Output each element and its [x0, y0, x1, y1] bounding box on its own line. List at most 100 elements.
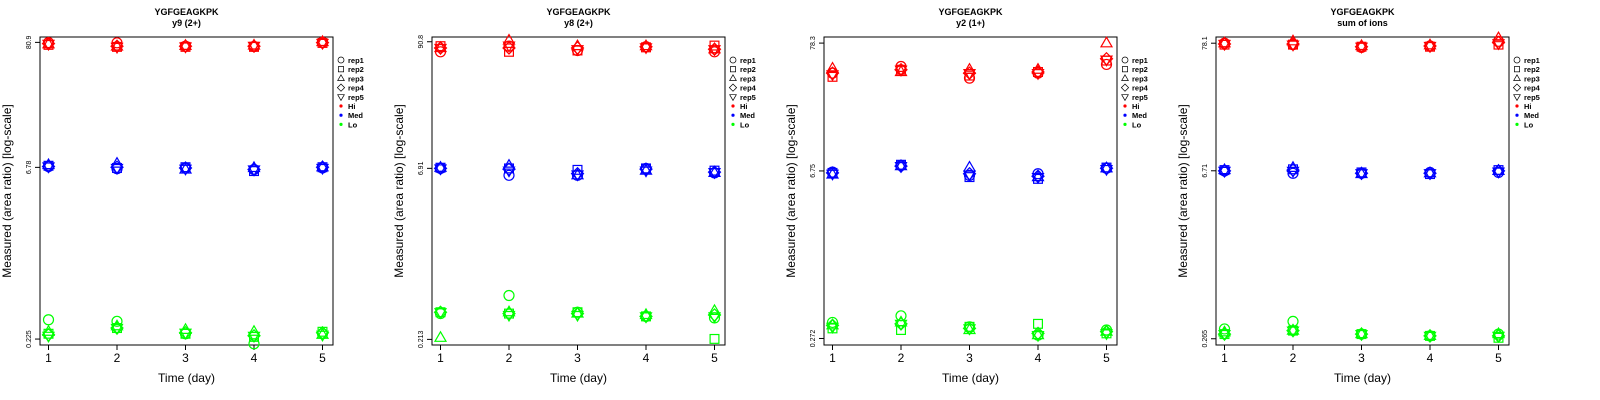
data-point — [110, 163, 124, 176]
data-point — [435, 307, 446, 318]
data-point — [1491, 39, 1506, 51]
x-axis-label: Time (day) — [550, 371, 607, 385]
legend-label: rep1 — [1132, 56, 1148, 65]
data-point — [178, 42, 193, 54]
y-tick-label: 78.1 — [1202, 36, 1209, 50]
x-tick-label: 1 — [437, 351, 444, 365]
data-point — [1286, 323, 1300, 335]
data-point — [1286, 40, 1300, 52]
data-point — [826, 316, 839, 329]
data-point — [825, 318, 840, 330]
legend-marker — [1121, 74, 1129, 81]
data-point — [639, 163, 653, 175]
y-tick-label: 80.9 — [26, 35, 33, 49]
data-point — [111, 41, 122, 52]
legend-color-dot — [1123, 122, 1127, 126]
legend-color-dot — [1515, 104, 1519, 108]
legend-label: rep5 — [1132, 93, 1148, 102]
x-tick-label: 3 — [966, 351, 973, 365]
x-tick-label: 5 — [1103, 351, 1110, 365]
legend-marker — [337, 56, 345, 64]
x-tick-label: 1 — [829, 351, 836, 365]
y-axis-label: Measured (area ratio) [log-scale] — [784, 104, 798, 277]
data-point — [1031, 69, 1045, 81]
data-point — [1217, 329, 1232, 342]
legend-label: rep4 — [740, 84, 757, 93]
y-axis-label: Measured (area ratio) [log-scale] — [0, 104, 14, 277]
legend-label: rep1 — [348, 56, 364, 65]
data-point — [962, 170, 977, 182]
y-tick-label: 6.91 — [418, 161, 425, 175]
data-point — [111, 315, 123, 327]
legend-label: rep2 — [1132, 65, 1148, 74]
data-point — [1354, 42, 1369, 54]
x-axis-label: Time (day) — [1334, 371, 1391, 385]
legend-label: rep2 — [1524, 65, 1540, 74]
data-point — [1491, 331, 1506, 344]
data-point — [1423, 41, 1437, 54]
legend-color-dot — [1123, 113, 1127, 117]
data-point — [639, 312, 653, 324]
data-point — [639, 38, 653, 51]
data-point — [1491, 30, 1506, 43]
legend-label: Med — [740, 111, 755, 120]
data-point — [315, 38, 330, 51]
data-point — [1099, 161, 1114, 173]
legend-marker — [1120, 83, 1130, 92]
data-point — [110, 156, 124, 168]
legend-marker — [337, 74, 345, 81]
legend-marker — [1513, 94, 1521, 102]
y-tick-label: 0.225 — [26, 330, 33, 348]
data-point — [247, 324, 261, 336]
legend-marker — [1514, 66, 1521, 73]
data-point — [502, 41, 516, 53]
legend-marker — [1122, 66, 1129, 73]
data-point — [247, 38, 261, 50]
data-point — [1356, 329, 1367, 340]
data-point — [1099, 329, 1114, 341]
data-point — [707, 303, 722, 316]
x-axis-label: Time (day) — [158, 371, 215, 385]
legend-marker — [1121, 94, 1129, 102]
legend-label: Med — [1132, 111, 1147, 120]
x-tick-label: 1 — [1221, 351, 1228, 365]
data-point — [247, 41, 261, 54]
data-point — [1099, 36, 1114, 48]
legend-label: rep3 — [740, 74, 756, 83]
data-point — [110, 42, 124, 55]
legend-marker — [336, 83, 346, 92]
data-point — [1217, 39, 1232, 52]
data-point — [572, 164, 583, 175]
data-point — [110, 323, 124, 336]
x-tick-label: 1 — [45, 351, 52, 365]
legend-label: Hi — [1524, 102, 1532, 111]
data-point — [570, 310, 585, 323]
legend-label: Hi — [348, 102, 356, 111]
data-point — [503, 169, 515, 181]
x-tick-label: 2 — [114, 351, 121, 365]
data-point — [503, 46, 514, 57]
data-point — [433, 160, 448, 172]
chart-title: YGFGEAGKPK — [546, 7, 611, 17]
y-tick-label: 0.265 — [1202, 330, 1209, 348]
legend-label: rep1 — [1524, 56, 1540, 65]
legend-label: rep4 — [348, 84, 365, 93]
data-point — [1425, 330, 1436, 341]
legend-color-dot — [1515, 122, 1519, 126]
x-axis-label: Time (day) — [942, 371, 999, 385]
legend-label: Lo — [1132, 120, 1142, 129]
y-tick-label: 0.213 — [418, 331, 425, 349]
legend-color-dot — [339, 122, 343, 126]
data-point — [1217, 36, 1232, 48]
chart-title: YGFGEAGKPK — [154, 7, 219, 17]
plot-frame — [823, 36, 1118, 346]
data-point — [502, 166, 516, 178]
data-point — [178, 162, 193, 174]
data-point — [41, 37, 56, 49]
data-point — [825, 61, 840, 73]
legend-marker — [1121, 56, 1129, 64]
legend-label: rep5 — [348, 93, 364, 102]
data-point — [247, 331, 261, 344]
legend-label: rep4 — [1132, 84, 1149, 93]
